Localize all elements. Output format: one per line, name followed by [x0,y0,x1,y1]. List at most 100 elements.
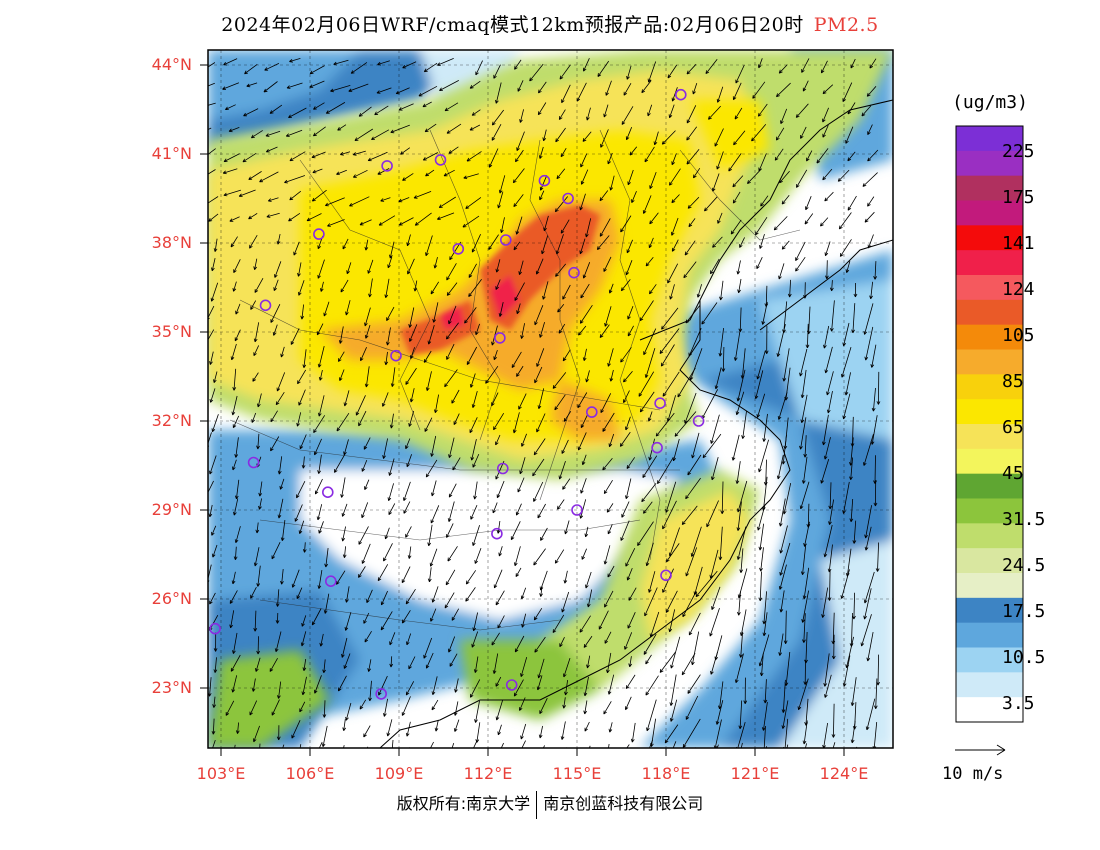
wind-arrow [873,480,878,507]
wind-arrow [736,260,741,275]
wind-arrow [580,169,589,185]
city-station-marker [494,332,506,344]
wind-arrow [423,637,433,659]
wind-arrow [519,109,524,123]
wind-arrow [560,147,567,158]
wind-arrow [376,87,392,94]
wind-arrow [474,547,482,564]
wind-arrow [272,324,278,336]
wind-arrow [311,608,322,626]
wind-arrow [862,172,878,187]
colorbar-label: 45 [1002,463,1024,484]
wind-arrow [743,677,748,704]
wind-arrow [386,327,391,346]
wind-arrow [496,520,501,534]
wind-arrow [666,543,680,563]
wind-arrow [223,189,242,197]
wind-arrow [388,458,395,476]
wind-arrow [299,701,306,713]
wind-arrow [585,370,590,383]
wind-arrow [757,505,766,531]
wind-arrow [447,501,455,522]
wind-arrow [327,219,345,227]
wind-arrow [296,587,303,600]
wind-arrow [233,498,239,516]
wind-arrow [649,284,657,295]
wind-arrow [233,546,238,561]
axis-ticks [200,64,845,756]
wind-arrow [710,414,720,444]
wind-arrow [444,592,455,609]
wind-arrow [797,678,809,711]
wind-arrow [621,106,634,125]
wind-arrow [867,149,879,162]
wind-arrow [752,81,766,99]
wind-arrow [225,700,235,716]
wind-arrow [563,410,572,422]
wind-arrow [289,190,302,201]
wind-arrow [314,438,322,456]
wind-arrow [533,607,543,621]
wind-arrow [619,431,631,447]
wind-arrow [366,746,369,748]
wind-arrow [538,725,543,739]
wind-arrow [802,720,808,745]
wind-arrow [398,103,414,111]
wind-arrow [309,80,325,88]
wind-arrow [647,411,653,422]
wind-arrow [256,636,261,655]
wind-arrow [294,504,303,522]
wind-arrow [778,263,785,280]
wind-arrow [309,65,325,75]
title-text: 2024年02月06日WRF/cmaq模式12km预报产品:02月06日20时 [221,14,804,36]
wind-arrow [359,699,367,710]
wind-arrow [850,58,856,69]
wind-arrow [647,61,657,83]
wind-arrow [380,611,393,631]
wind-arrow [605,80,612,96]
wind-arrow [495,434,501,446]
wind-arrow [498,546,503,557]
wind-arrow [577,392,588,409]
wind-arrow [579,304,593,324]
lon-label-103: 103°E [196,764,246,783]
wind-arrow [312,126,326,137]
wind-arrow [312,168,323,174]
wind-arrow [495,82,502,104]
wind-arrow [275,391,285,406]
wind-arrow [828,482,833,510]
wind-arrow [538,81,547,94]
wind-arrow [316,323,324,336]
wind-arrow [839,239,852,257]
wind-arrow [345,300,351,316]
wind-arrow [384,278,390,299]
wind-arrow [562,349,571,362]
wind-arrow [795,103,809,118]
wind-arrow [298,280,305,296]
wind-arrow [316,504,323,521]
wind-arrow [564,680,568,696]
wind-arrow [539,190,545,201]
wind-arrow [695,570,718,598]
wind-arrow [824,191,834,202]
colorbar-swatch [956,250,1023,276]
wind-arrow [315,478,323,495]
wind-arrow [334,453,346,473]
wind-arrow [430,505,440,524]
wind-arrow [339,369,345,381]
wind-arrow [582,131,592,142]
wind-arrow [751,124,767,142]
wind-arrow [405,367,417,385]
wind-arrow [702,433,722,459]
wind-arrow [805,743,807,748]
wind-arrow [803,435,808,458]
wind-arrow [341,637,348,658]
wind-arrow [706,500,719,528]
wind-arrow [271,699,280,716]
wind-arrow [401,696,411,716]
wind-arrow [802,613,806,643]
wind-arrow [801,590,809,623]
wind-arrow [864,211,875,223]
wind-arrow [211,525,217,536]
